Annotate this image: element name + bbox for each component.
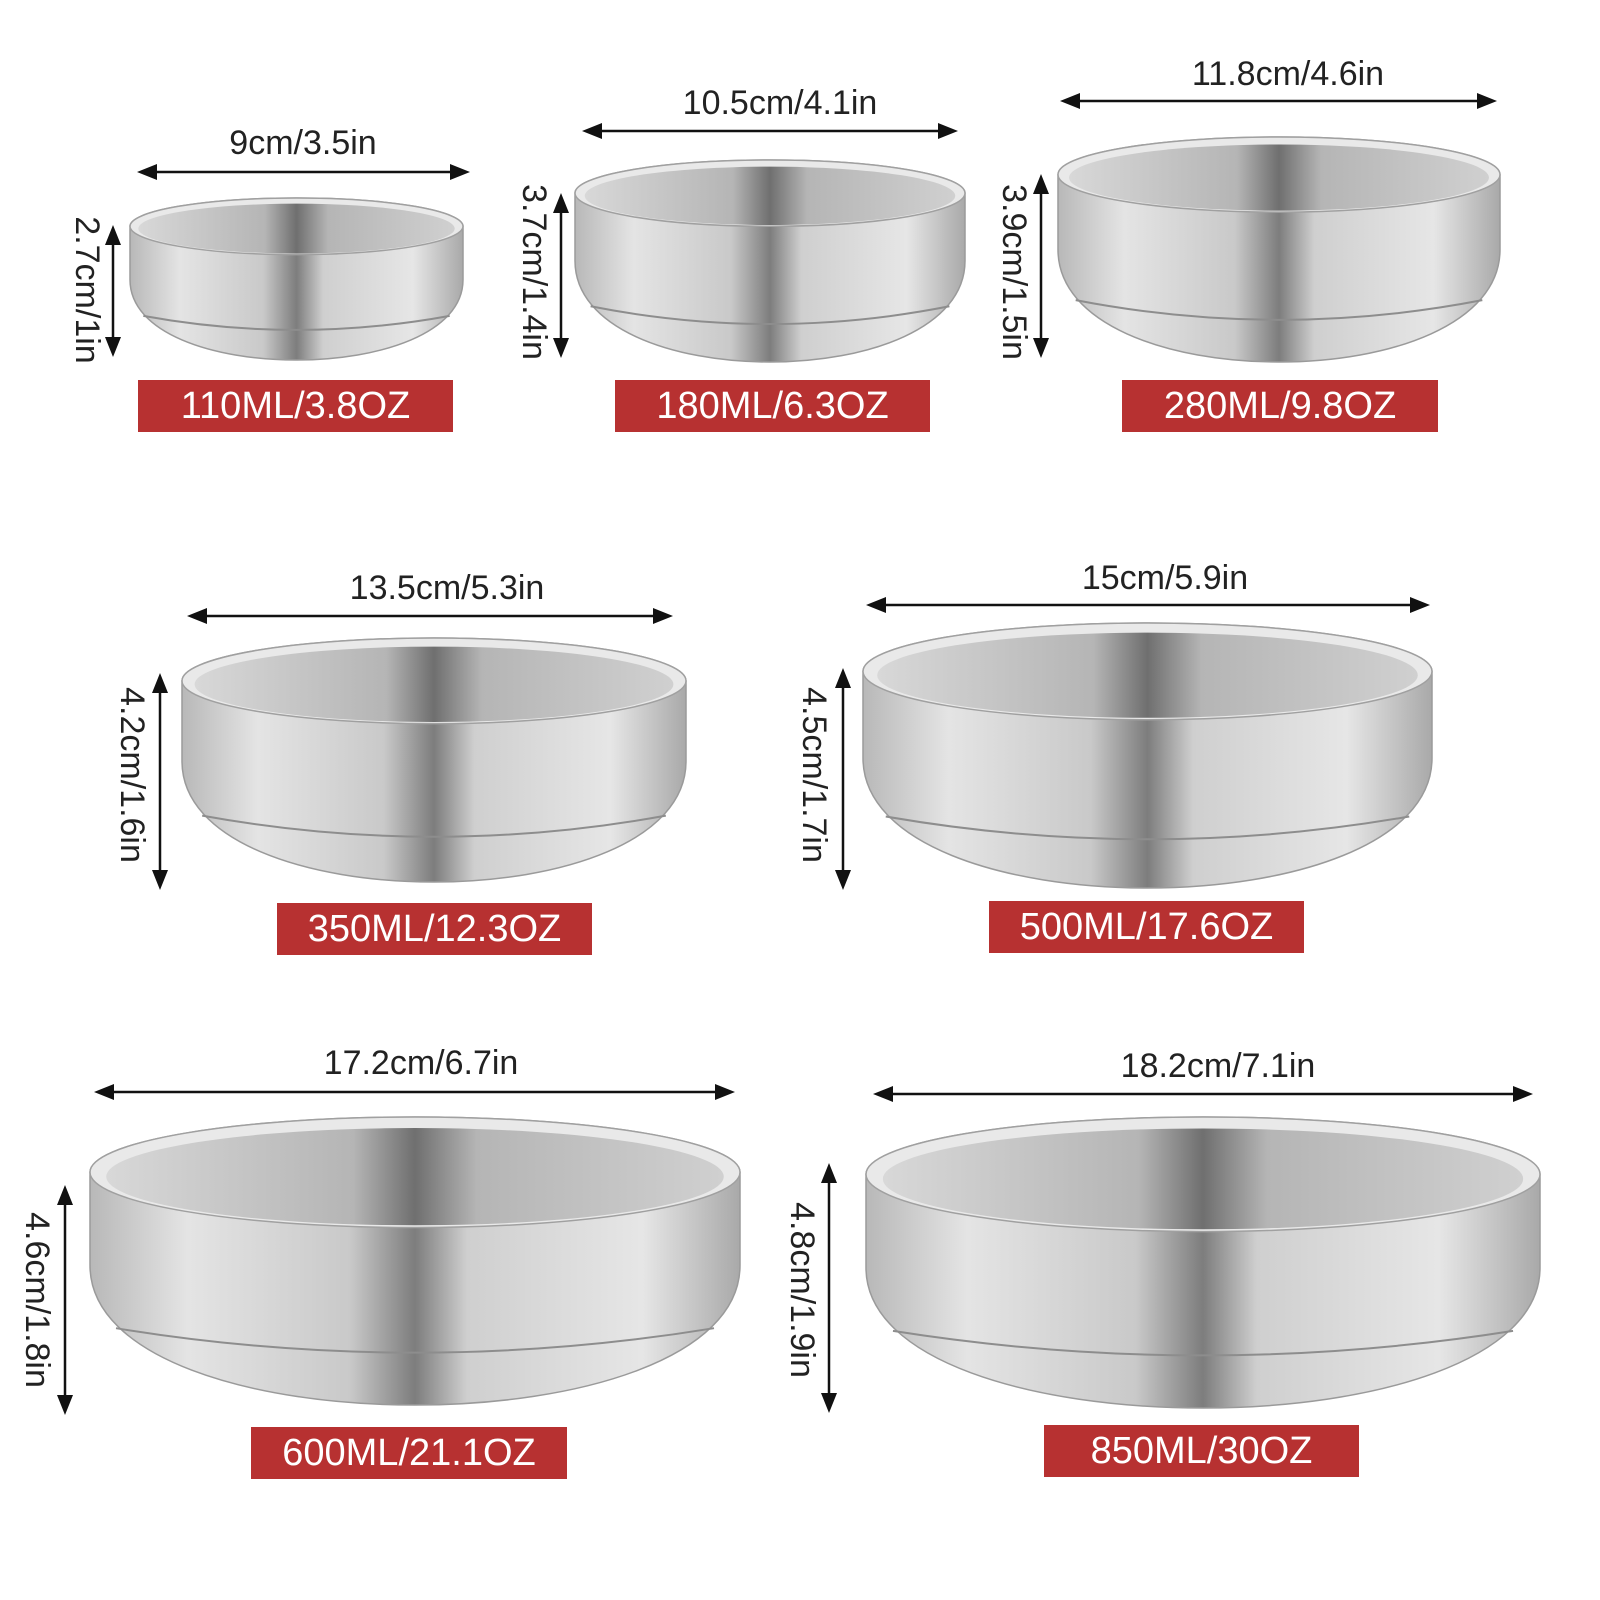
capacity-label: 110ML/3.8OZ: [181, 385, 411, 427]
bowl: [1057, 136, 1501, 363]
bowl-ring: [885, 815, 1410, 841]
bowl-ring: [1075, 299, 1483, 321]
capacity-label: 350ML/12.3OZ: [308, 908, 561, 950]
bowl-ring: [590, 305, 950, 326]
height-label: 4.2cm/1.6in: [113, 687, 151, 863]
arrow-head: [553, 193, 569, 213]
capacity-badge: [277, 903, 592, 955]
arrow-head: [1477, 93, 1497, 109]
capacity-badge: [251, 1427, 567, 1479]
arrow-head: [938, 123, 958, 139]
height-label: 3.9cm/1.5in: [995, 184, 1033, 360]
arrow-head: [57, 1185, 73, 1205]
arrow-head: [137, 164, 157, 180]
bowl: [89, 1116, 741, 1406]
arrow-head: [715, 1084, 735, 1100]
width-label: 15cm/5.9in: [1082, 559, 1248, 597]
arrow-head: [1033, 174, 1049, 194]
capacity-badge: [1044, 1425, 1359, 1477]
arrow-head: [1513, 1086, 1533, 1102]
arrow-head: [835, 668, 851, 688]
capacity-badge: [615, 380, 930, 432]
width-label: 17.2cm/6.7in: [324, 1044, 519, 1082]
capacity-badge: [138, 380, 453, 432]
bowl-ring: [892, 1329, 1514, 1357]
bowl: [129, 197, 464, 361]
arrow-head: [582, 123, 602, 139]
arrow-head: [653, 608, 673, 624]
bowl: [574, 159, 966, 363]
bowl-ring: [143, 314, 450, 331]
bowl-inside: [882, 1128, 1524, 1230]
arrow-head: [1410, 597, 1430, 613]
height-label: 4.8cm/1.9in: [783, 1202, 821, 1378]
arrow-head: [873, 1086, 893, 1102]
arrow-head: [866, 597, 886, 613]
bowl: [181, 637, 687, 883]
arrow-head: [152, 673, 168, 693]
arrow-head: [450, 164, 470, 180]
bowl: [862, 622, 1433, 889]
capacity-label: 280ML/9.8OZ: [1164, 385, 1396, 427]
bowl-inside: [584, 166, 956, 225]
arrow-head: [835, 870, 851, 890]
capacity-label: 600ML/21.1OZ: [282, 1432, 535, 1474]
capacity-badge: [1122, 380, 1438, 432]
width-label: 11.8cm/4.6in: [1192, 55, 1384, 93]
arrow-head: [1060, 93, 1080, 109]
bowl-inside: [106, 1128, 724, 1226]
width-label: 18.2cm/7.1in: [1121, 1047, 1316, 1085]
bowl: [865, 1116, 1541, 1409]
arrow-head: [57, 1395, 73, 1415]
arrow-head: [94, 1084, 114, 1100]
height-label: 2.7cm/1in: [68, 216, 106, 363]
arrow-head: [105, 337, 121, 357]
capacity-label: 180ML/6.3OZ: [656, 385, 888, 427]
width-label: 9cm/3.5in: [229, 124, 376, 162]
capacity-badge: [989, 901, 1304, 953]
height-label: 3.7cm/1.4in: [515, 184, 553, 360]
arrow-head: [553, 338, 569, 358]
height-label: 4.6cm/1.8in: [18, 1212, 56, 1388]
bowl-inside: [194, 646, 674, 722]
arrow-head: [152, 870, 168, 890]
bowl-inside: [1069, 144, 1489, 211]
bowl-inside: [138, 203, 455, 254]
arrow-head: [1033, 338, 1049, 358]
width-label: 10.5cm/4.1in: [683, 84, 878, 122]
capacity-label: 500ML/17.6OZ: [1020, 906, 1273, 948]
bowl-ring: [115, 1327, 715, 1354]
capacity-label: 850ML/30OZ: [1091, 1430, 1313, 1472]
arrow-head: [105, 225, 121, 245]
arrow-head: [821, 1393, 837, 1413]
height-label: 4.5cm/1.7in: [795, 687, 833, 863]
bowl-inside: [877, 632, 1418, 718]
arrow-head: [187, 608, 207, 624]
arrow-head: [821, 1163, 837, 1183]
bowl-ring: [201, 814, 667, 838]
width-label: 13.5cm/5.3in: [350, 569, 545, 607]
